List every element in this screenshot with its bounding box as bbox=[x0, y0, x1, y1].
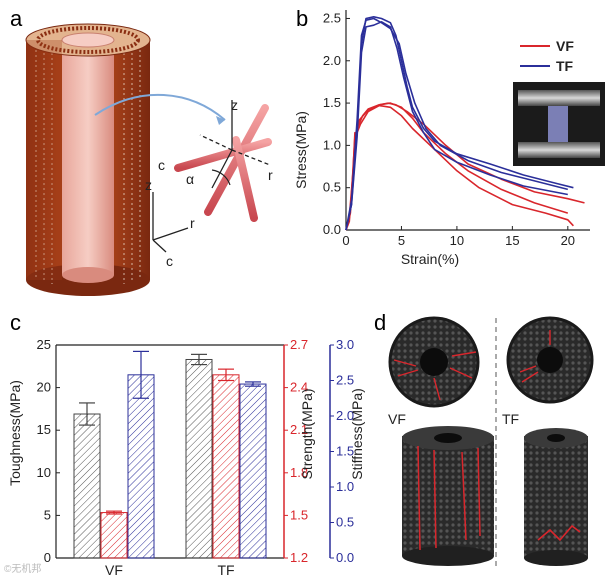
b-x-tick-label: 0 bbox=[342, 233, 349, 248]
c-bar-vf-stiffness bbox=[127, 374, 155, 559]
c-stiffness-tick-label: 3.0 bbox=[336, 337, 354, 352]
panel-letter-c: c bbox=[10, 310, 21, 335]
axis-label-c-local: c bbox=[158, 157, 165, 173]
axis-label-z-local: z bbox=[231, 97, 238, 113]
c-stiffness-tick-label: 2.0 bbox=[336, 408, 354, 423]
c-axes: 0 5 10 15 20 25 1.2 1.5 1.8 2.1 2.4 2.7 0.0 0.5 1.0 1.5… bbox=[37, 337, 355, 578]
b-x-tick-label: 10 bbox=[450, 233, 464, 248]
c-strength-tick-label: 2.7 bbox=[290, 337, 308, 352]
c-left-tick-label: 10 bbox=[37, 465, 51, 480]
c-ylabel-toughness: Toughness(MPa) bbox=[7, 380, 23, 486]
b-y-tick-label: 2.5 bbox=[323, 10, 341, 25]
b-y-tick-label: 2.0 bbox=[323, 53, 341, 68]
tf-side-view-photo bbox=[524, 428, 588, 566]
tensile-test-inset-photo bbox=[513, 82, 605, 166]
panel-letter-b: b bbox=[296, 6, 308, 31]
c-stiffness-tick-label: 1.5 bbox=[336, 444, 354, 459]
b-x-tick-label: 5 bbox=[398, 233, 405, 248]
c-strength-tick-label: 2.1 bbox=[290, 422, 308, 437]
panel-c: c 0 5 10 15 20 25 1.2 1.5 1.8 2.1 2.4 2.7 0.0 0.5 1.0 1… bbox=[7, 310, 365, 578]
c-left-tick-label: 15 bbox=[37, 422, 51, 437]
c-strength-tick-label: 2.4 bbox=[290, 380, 308, 395]
c-strength-tick-label: 1.2 bbox=[290, 550, 308, 565]
c-category-label-vf: VF bbox=[105, 562, 123, 578]
watermark-text: ©无机邦 bbox=[4, 564, 42, 575]
panel-a: a bbox=[10, 6, 273, 296]
b-axes: 0 5 10 15 20 0.0 0.5 1.0 1.5 2.0 2.5 bbox=[323, 10, 590, 248]
c-stiffness-tick-label: 0.5 bbox=[336, 515, 354, 530]
axis-label-r-global: r bbox=[190, 215, 195, 231]
panel-d: d VF TF bbox=[374, 310, 594, 570]
c-left-tick-label: 25 bbox=[37, 337, 51, 352]
d-label-vf: VF bbox=[388, 411, 406, 427]
zoom-arrow bbox=[94, 93, 226, 121]
b-ylabel: Stress(MPa) bbox=[293, 111, 309, 189]
b-xlabel: Strain(%) bbox=[401, 251, 459, 267]
vf-cross-section-photo bbox=[388, 316, 480, 408]
c-strength-tick-label: 1.8 bbox=[290, 465, 308, 480]
b-y-tick-label: 0.5 bbox=[323, 180, 341, 195]
b-series-line-tf-6 bbox=[345, 17, 568, 231]
c-category-label-tf: TF bbox=[217, 562, 234, 578]
tube-illustration bbox=[25, 23, 151, 296]
d-label-tf: TF bbox=[502, 411, 519, 427]
c-bar-tf-stiffness bbox=[239, 383, 267, 559]
b-y-tick-label: 1.0 bbox=[323, 137, 341, 152]
fiber-rods-illustration bbox=[174, 100, 272, 222]
b-legend: VF TF bbox=[520, 38, 574, 74]
vf-side-view-photo bbox=[402, 426, 494, 566]
b-legend-label-tf: TF bbox=[556, 58, 574, 74]
c-bar-tf-strength bbox=[212, 374, 240, 559]
c-left-tick-label: 20 bbox=[37, 380, 51, 395]
c-ylabel-stiffness: Stiffness(MPa) bbox=[349, 388, 365, 480]
b-y-tick-label: 0.0 bbox=[323, 222, 341, 237]
axis-label-c-global: c bbox=[166, 253, 173, 269]
c-stiffness-tick-label: 0.0 bbox=[336, 550, 354, 565]
tf-cross-section-photo bbox=[506, 316, 594, 404]
c-stiffness-tick-label: 2.5 bbox=[336, 373, 354, 388]
panel-b: b Stress(MPa) Strain(%) 0 5 10 15 20 0.0 0.5 1.… bbox=[293, 6, 605, 267]
c-left-tick-label: 5 bbox=[44, 507, 51, 522]
c-ylabel-strength: Strength(MPa) bbox=[299, 388, 315, 479]
b-y-tick-label: 1.5 bbox=[323, 95, 341, 110]
c-bar-vf-strength bbox=[100, 512, 128, 559]
b-series-lines bbox=[345, 15, 585, 231]
axis-label-r-local: r bbox=[268, 167, 273, 183]
c-bars bbox=[73, 350, 267, 559]
b-series-line-tf-5 bbox=[345, 20, 568, 231]
axis-label-z-global: z bbox=[145, 177, 152, 193]
alpha-label: α bbox=[186, 171, 194, 187]
b-x-tick-label: 20 bbox=[561, 233, 575, 248]
global-axes bbox=[152, 192, 189, 253]
c-bar-tf-toughness bbox=[185, 358, 213, 559]
b-x-tick-label: 15 bbox=[505, 233, 519, 248]
panel-letter-a: a bbox=[10, 6, 23, 31]
c-strength-tick-label: 1.5 bbox=[290, 507, 308, 522]
c-left-tick-label: 0 bbox=[44, 550, 51, 565]
c-stiffness-tick-label: 1.0 bbox=[336, 479, 354, 494]
b-legend-label-vf: VF bbox=[556, 38, 574, 54]
panel-letter-d: d bbox=[374, 310, 386, 335]
c-bar-vf-toughness bbox=[73, 413, 101, 559]
